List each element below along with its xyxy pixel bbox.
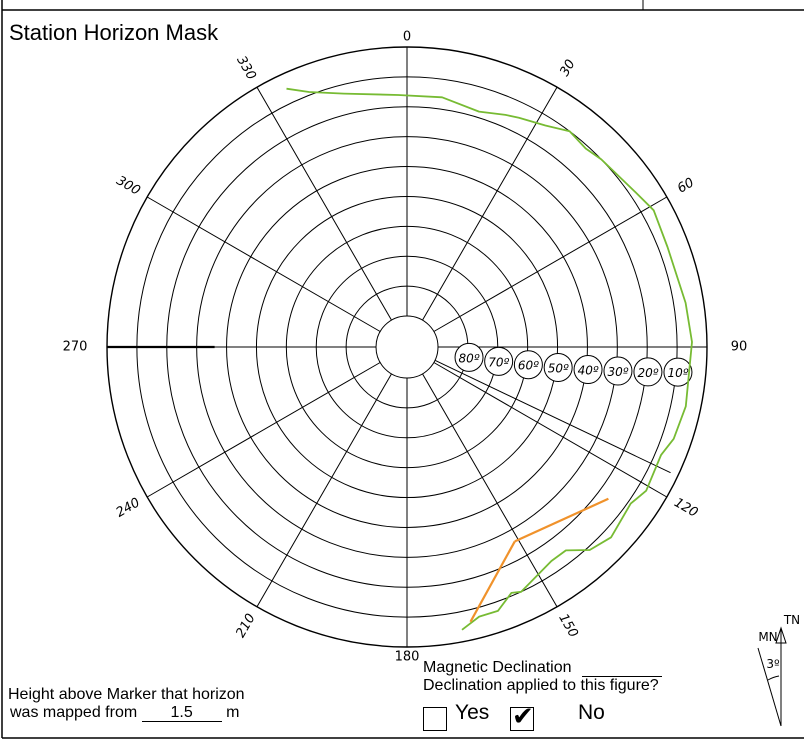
yes-checkbox[interactable]	[423, 707, 447, 731]
true-north-label: TN	[783, 613, 800, 627]
azimuth-spoke	[146, 362, 381, 498]
elevation-label-circle	[543, 352, 573, 382]
elevation-labels: 80º 70º 60º 50º 40º 30º 20º 10º	[454, 342, 693, 387]
elevation-label-circle	[603, 356, 633, 386]
azimuth-spoke	[146, 196, 381, 332]
azimuth-label: 0	[403, 30, 411, 45]
magnetic-declination-value[interactable]	[581, 662, 662, 677]
azimuth-spoke	[422, 373, 558, 608]
azimuth-spoke	[422, 86, 558, 321]
obstruction-line	[469, 540, 516, 623]
azimuth-spoke	[433, 196, 668, 332]
no-label: No	[578, 701, 605, 724]
true-north-arrowhead-icon	[775, 626, 787, 644]
azimuth-label: 180	[395, 650, 420, 665]
azimuth-label: 330	[233, 54, 258, 83]
elevation-label: 70º	[488, 355, 509, 369]
azimuth-label: 270	[63, 340, 88, 355]
yes-label: Yes	[455, 701, 490, 724]
height-label-line2: was mapped from 1.5 m	[10, 704, 239, 722]
elevation-label-circle	[484, 346, 514, 376]
azimuth-spoke	[256, 373, 392, 608]
horizon-mask-line	[286, 87, 693, 631]
elevation-label-circle	[513, 350, 543, 380]
elevation-label: 20º	[637, 366, 658, 380]
elevation-label: 50º	[548, 361, 569, 375]
elevation-label: 10º	[667, 366, 688, 380]
azimuth-label: 120	[671, 495, 700, 520]
page-title: Station Horizon Mask	[9, 20, 219, 45]
azimuth-label: 210	[233, 611, 258, 640]
azimuth-label: 90	[731, 340, 748, 355]
magnetic-declination-field: Magnetic Declination	[423, 659, 662, 677]
azimuth-spoke	[433, 362, 668, 498]
height-label-prefix: was mapped from	[10, 704, 138, 721]
azimuth-label: 240	[114, 495, 143, 520]
elevation-label-circle	[454, 342, 484, 372]
height-value-field[interactable]: 1.5	[141, 705, 222, 722]
elevation-scale-spoke	[434, 359, 671, 474]
azimuth-label: 60	[675, 175, 697, 196]
elevation-label: 60º	[518, 359, 539, 373]
no-checkbox[interactable]: ✔	[510, 702, 534, 732]
azimuth-label: 30	[557, 57, 578, 79]
azimuth-label: 300	[114, 173, 143, 198]
magnetic-north-label: MN	[758, 630, 777, 644]
declination-arc	[767, 675, 780, 681]
height-unit: m	[226, 704, 240, 721]
obstruction-layer	[469, 497, 609, 623]
horizon-mask-layer	[286, 87, 693, 631]
declination-angle-label: 3º	[766, 657, 780, 671]
elevation-label-circle	[573, 355, 603, 385]
elevation-label-circle	[663, 357, 693, 387]
elevation-ring	[375, 315, 439, 379]
declination-applied-question: Declination applied to this figure?	[423, 677, 659, 694]
elevation-label: 40º	[578, 364, 599, 378]
magnetic-declination-label: Magnetic Declination	[423, 659, 572, 676]
elevation-label: 80º	[459, 351, 480, 365]
elevation-label: 30º	[607, 365, 628, 379]
obstruction-line	[514, 497, 609, 543]
azimuth-label: 150	[555, 611, 580, 640]
azimuth-spokes	[107, 47, 707, 647]
magnetic-north-line	[757, 647, 782, 727]
azimuth-spoke	[256, 86, 392, 321]
north-arrow: TN MN 3º	[757, 613, 800, 727]
height-label-line1: Height above Marker that horizon	[8, 686, 245, 703]
elevation-label-circle	[633, 357, 663, 387]
check-mark-icon: ✔	[512, 702, 534, 732]
